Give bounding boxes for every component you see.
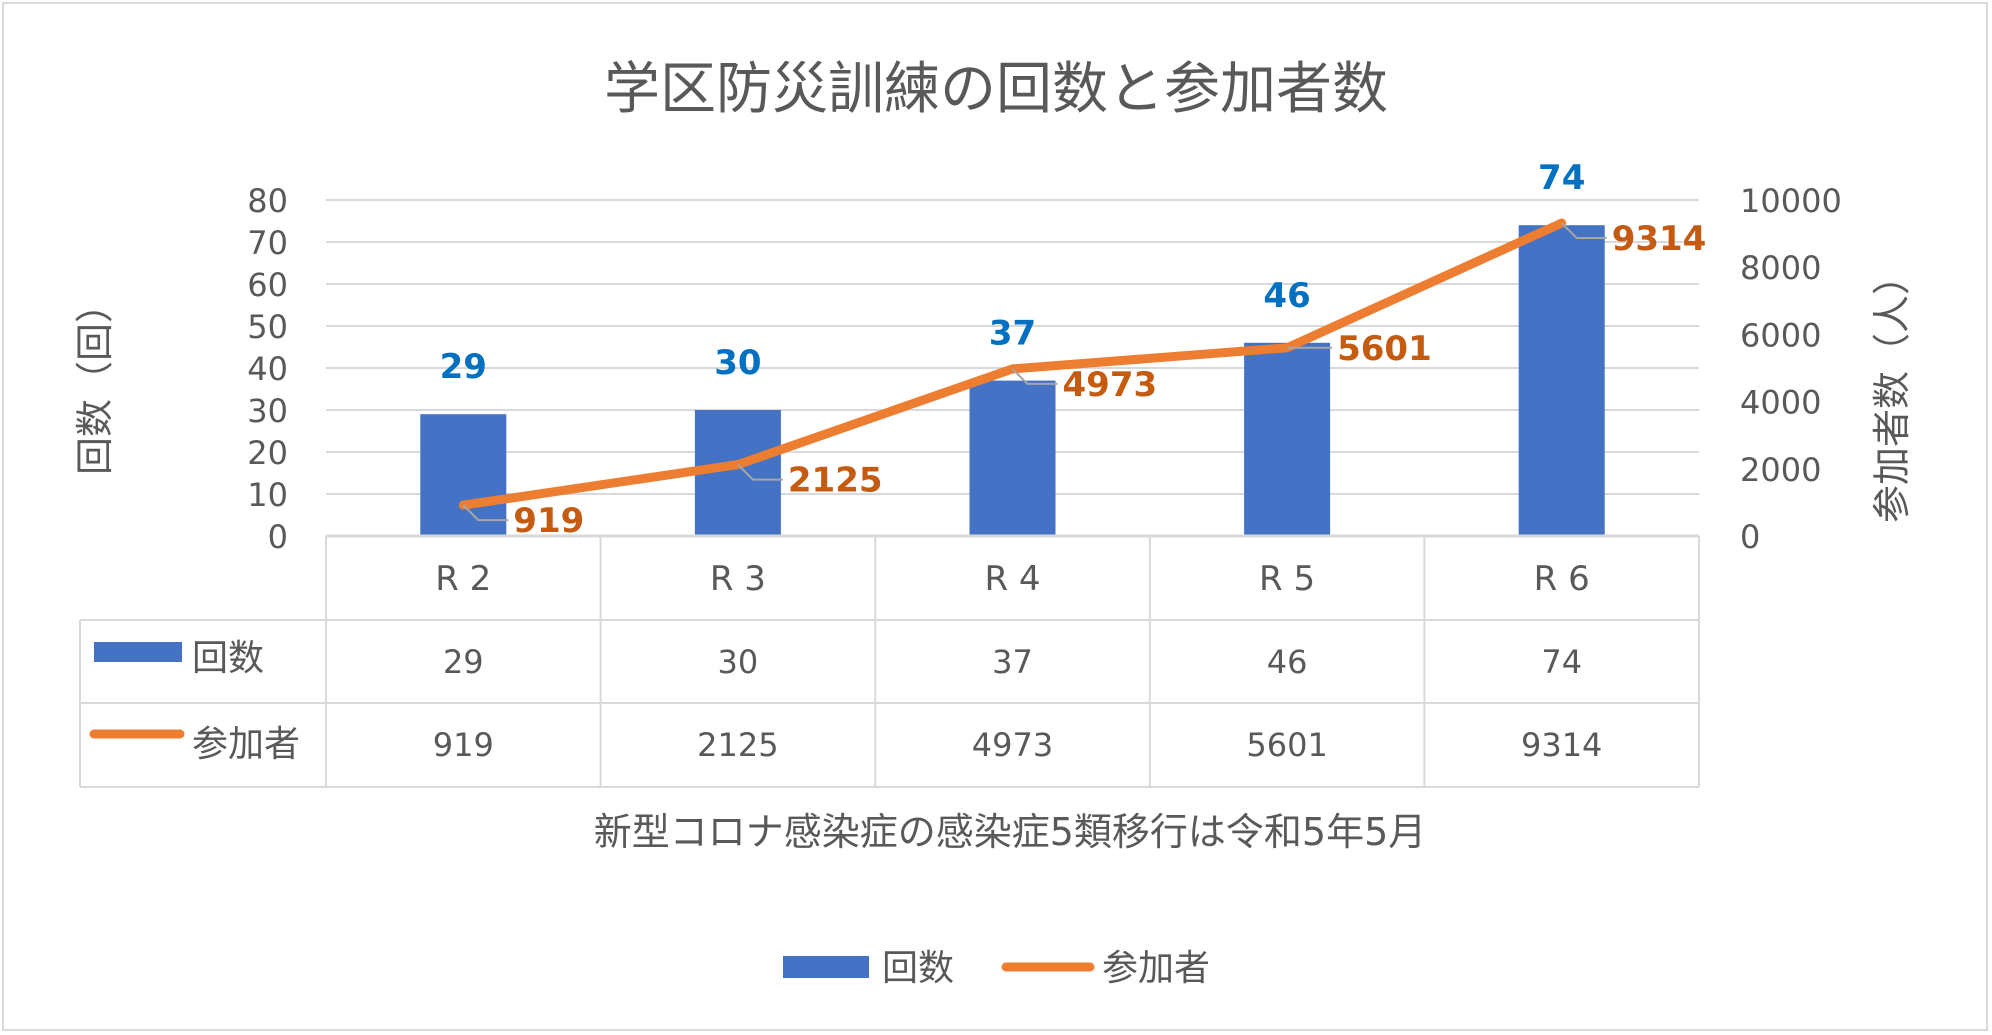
leader-line bbox=[462, 504, 509, 522]
leader-line bbox=[1560, 222, 1607, 240]
table-cell: 37 bbox=[992, 643, 1033, 681]
bar-data-label: 30 bbox=[714, 343, 761, 383]
category-label: R 4 bbox=[984, 559, 1040, 599]
y-right-tick-label: 10000 bbox=[1740, 182, 1842, 220]
line-data-label: 5601 bbox=[1337, 329, 1432, 369]
y-left-tick-label: 50 bbox=[247, 308, 288, 346]
table-cell: 74 bbox=[1541, 643, 1582, 681]
line-data-label: 4973 bbox=[1063, 365, 1158, 405]
y-left-tick-label: 70 bbox=[247, 224, 288, 262]
table-cell: 46 bbox=[1267, 643, 1308, 681]
y-right-axis-title: 参加者数（人） bbox=[1870, 257, 1914, 523]
bar-data-label: 74 bbox=[1538, 158, 1585, 198]
category-label: R 6 bbox=[1534, 559, 1590, 599]
table-cell: 4973 bbox=[972, 726, 1053, 764]
line-data-label: 919 bbox=[513, 501, 584, 541]
line-data-label: 9314 bbox=[1612, 219, 1707, 259]
bar bbox=[1244, 342, 1331, 536]
bar bbox=[1518, 225, 1605, 536]
table-cell: 5601 bbox=[1246, 726, 1327, 764]
y-left-tick-label: 30 bbox=[247, 392, 288, 430]
y-left-axis-title: 回数（回） bbox=[73, 285, 117, 475]
legend-key-bar bbox=[94, 642, 182, 662]
y-left-tick-label: 10 bbox=[247, 476, 288, 514]
y-right-tick-label: 8000 bbox=[1740, 249, 1821, 287]
y-left-tick-label: 40 bbox=[247, 350, 288, 388]
y-left-tick-label: 60 bbox=[247, 266, 288, 304]
y-left-tick-label: 80 bbox=[247, 182, 288, 220]
table-cell: 2125 bbox=[697, 726, 778, 764]
legend-label: 参加者 bbox=[1102, 948, 1210, 989]
chart-title: 学区防災訓練の回数と参加者数 bbox=[604, 57, 1388, 122]
bar-data-label: 37 bbox=[989, 314, 1036, 354]
table-row-header: 参加者 bbox=[192, 724, 300, 765]
table-cell: 29 bbox=[443, 643, 484, 681]
table-cell: 30 bbox=[718, 643, 759, 681]
category-label: R 3 bbox=[710, 559, 766, 599]
y-right-tick-label: 2000 bbox=[1740, 451, 1821, 489]
table-row-header: 回数 bbox=[192, 638, 264, 679]
category-label: R 2 bbox=[435, 559, 491, 599]
category-label: R 5 bbox=[1259, 559, 1315, 599]
y-right-tick-label: 4000 bbox=[1740, 384, 1821, 422]
table-cell: 9314 bbox=[1521, 726, 1602, 764]
bar bbox=[420, 414, 507, 536]
line-data-label: 2125 bbox=[788, 461, 883, 501]
bar bbox=[969, 380, 1056, 536]
bar-data-label: 29 bbox=[440, 347, 487, 387]
leader-line bbox=[737, 463, 783, 481]
table-cell: 919 bbox=[433, 726, 494, 764]
legend-label: 回数 bbox=[882, 948, 954, 989]
y-right-tick-label: 6000 bbox=[1740, 316, 1821, 354]
x-axis-title: 新型コロナ感染症の感染症5類移行は令和5年5月 bbox=[594, 810, 1427, 854]
leader-line bbox=[1011, 368, 1058, 385]
y-left-tick-label: 20 bbox=[247, 434, 288, 472]
y-right-tick-label: 0 bbox=[1740, 518, 1760, 556]
y-left-tick-label: 0 bbox=[268, 518, 288, 556]
legend-key-bar bbox=[783, 956, 869, 978]
bar-data-label: 46 bbox=[1263, 276, 1310, 316]
